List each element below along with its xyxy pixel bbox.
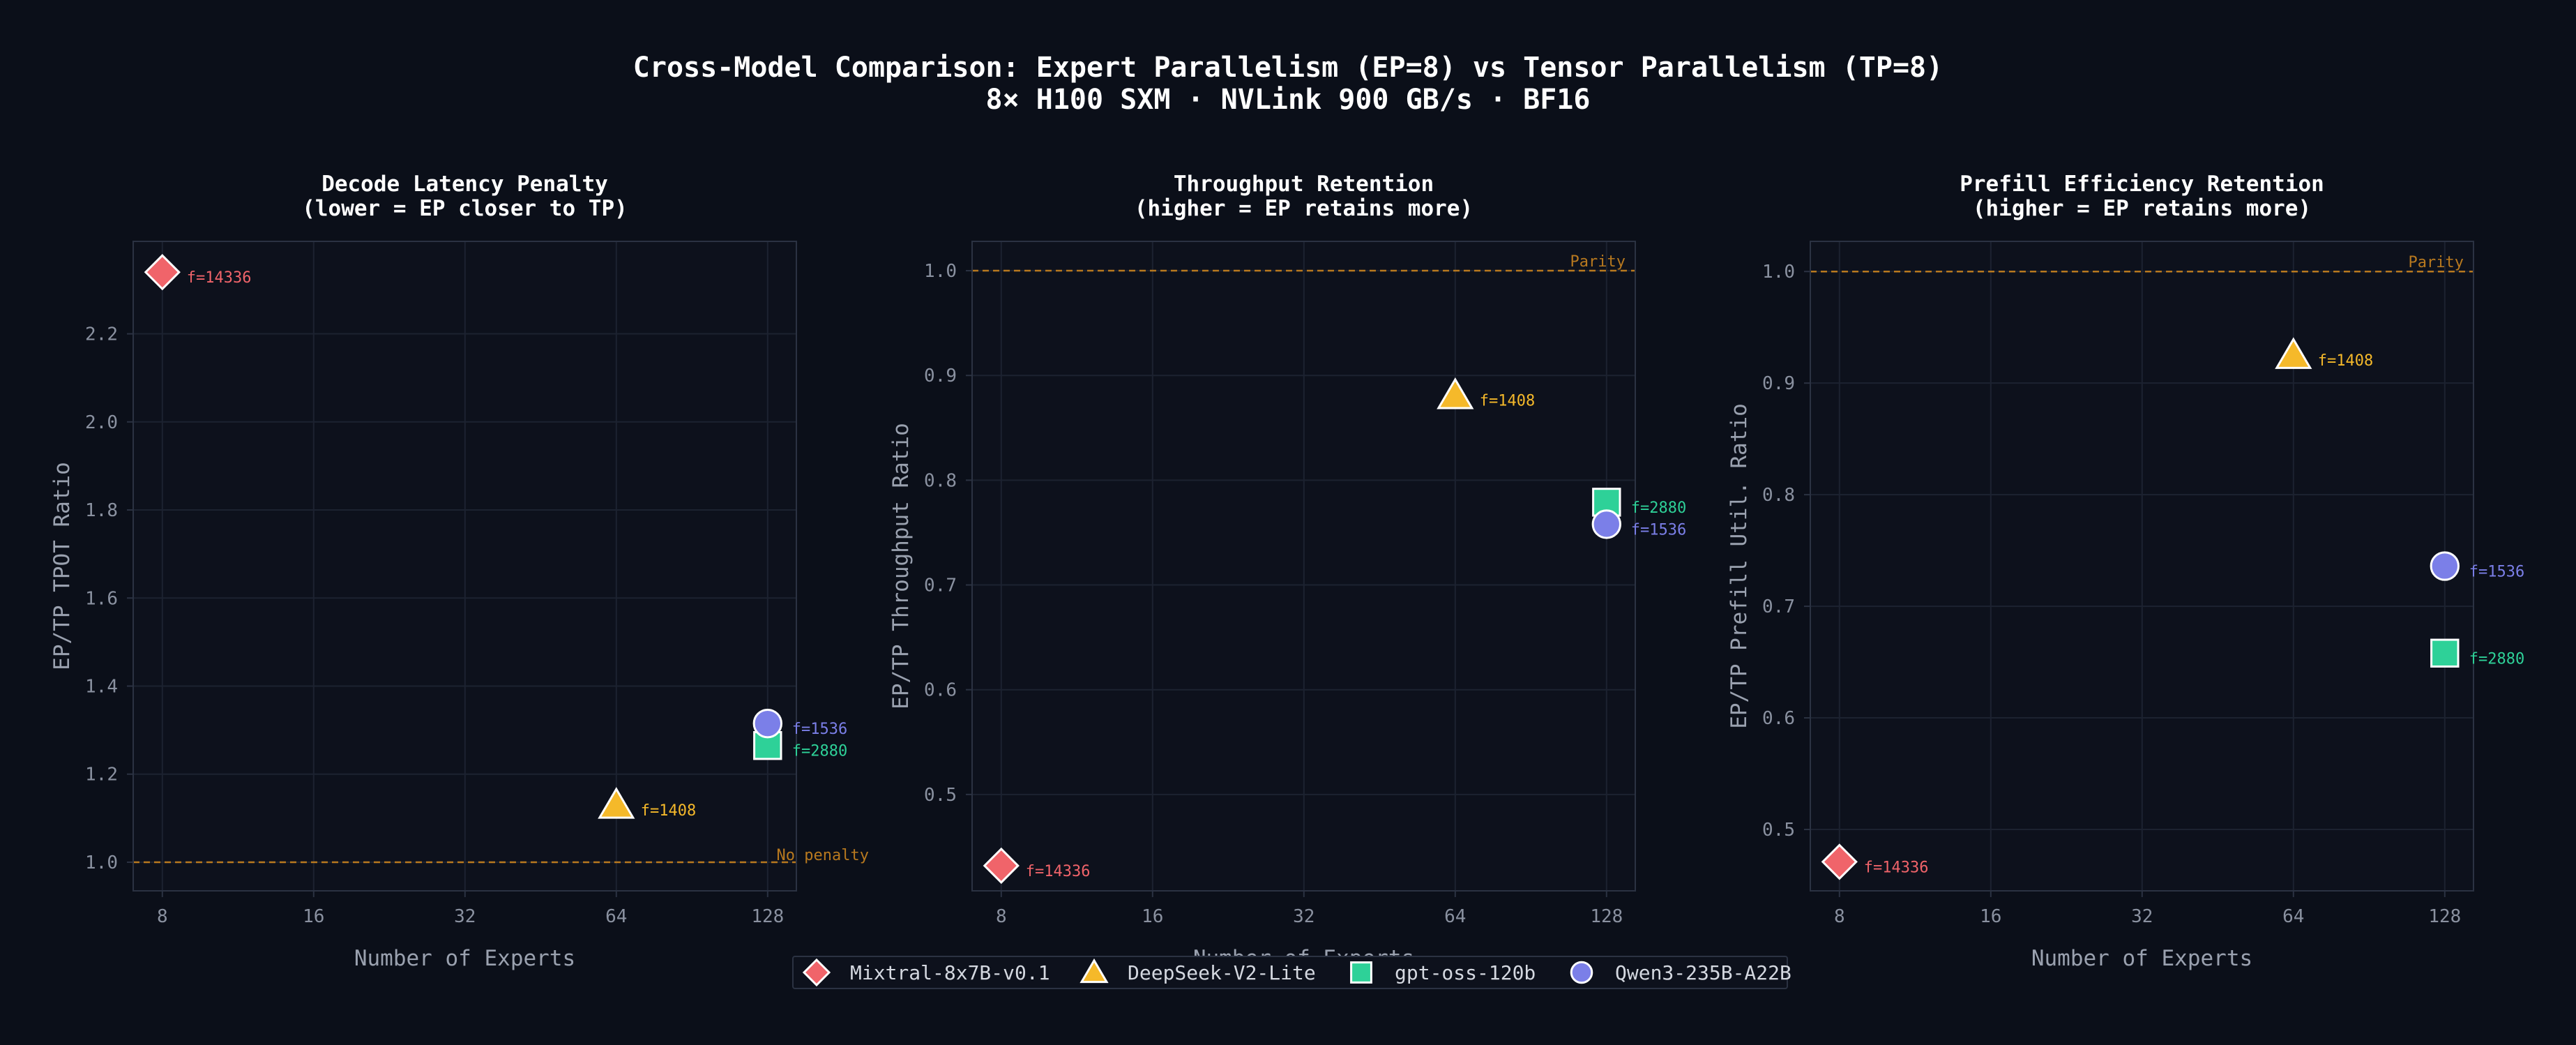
- x-tick-label: 16: [303, 906, 324, 927]
- x-tick-label: 128: [1590, 906, 1623, 927]
- data-point-circle: [1591, 509, 1621, 539]
- legend: Mixtral-8x7B-v0.1 DeepSeek-V2-Lite gpt-oss…: [792, 956, 1791, 989]
- y-tick-label: 1.4: [85, 676, 118, 697]
- y-axis-label: EP/TP Throughput Ratio: [888, 423, 914, 709]
- data-point-label: f=1408: [2318, 352, 2373, 370]
- data-point-triangle: [598, 787, 635, 819]
- x-tick-label: 32: [454, 906, 476, 927]
- legend-box: [792, 956, 1788, 989]
- y-tick-label: 0.7: [1762, 596, 1795, 617]
- y-tick-label: 1.2: [85, 765, 118, 785]
- legend-marker-triangle: [1079, 958, 1109, 984]
- y-tick-label: 2.2: [85, 324, 118, 345]
- x-axis-label: Number of Experts: [354, 946, 575, 971]
- data-point-diamond: [144, 254, 181, 291]
- data-point-label: f=14336: [1026, 863, 1091, 880]
- legend-label: Qwen3-235B-A22B: [1615, 961, 1791, 984]
- data-point-triangle: [2275, 337, 2312, 369]
- reference-label: Parity: [2409, 254, 2464, 271]
- x-tick-label: 128: [751, 906, 784, 927]
- data-point-label: f=1536: [1631, 521, 1686, 539]
- subplot-1: No penalty 8 16 32 64 128 1.0 1.2 1.4 1.6 1.8 2.0 2.…: [50, 172, 869, 971]
- y-tick-label: 1.0: [1762, 262, 1795, 283]
- legend-marker-diamond: [802, 958, 831, 987]
- figure-title: Cross-Model Comparison: Expert Paralleli…: [633, 52, 1943, 84]
- data-point-square: [2430, 638, 2460, 668]
- y-tick-label: 1.0: [924, 261, 957, 282]
- subplot-title: Throughput Retention: [1174, 172, 1434, 197]
- subplot-2: Parity81632641280.50.60.70.80.91.0Number…: [888, 172, 1686, 971]
- x-tick-label: 32: [2131, 906, 2153, 927]
- y-tick-label: 0.6: [924, 680, 957, 701]
- x-tick-label: 64: [605, 906, 627, 927]
- y-tick-label: 0.5: [1762, 820, 1795, 841]
- y-tick-label: 0.7: [924, 576, 957, 596]
- x-tick-label: 128: [2428, 906, 2461, 927]
- y-tick-label: 0.5: [924, 785, 957, 806]
- data-point-circle: [2430, 551, 2460, 581]
- data-point-label: f=1536: [792, 721, 847, 738]
- data-point-diamond: [983, 847, 1020, 885]
- y-tick-label: 0.9: [924, 366, 957, 386]
- subplot-subtitle: (higher = EP retains more): [1973, 196, 2311, 221]
- data-point-label: f=2880: [2469, 650, 2524, 668]
- subplot-subtitle: (higher = EP retains more): [1135, 196, 1473, 221]
- legend-label: Mixtral-8x7B-v0.1: [850, 961, 1050, 984]
- subplot-3: Parity 8 16 32 64 128 0.5 0.6 0.7 0.8 0.9 1.0 Number…: [1727, 172, 2524, 971]
- figure-subtitle: 8× H100 SXM · NVLink 900 GB/s · BF16: [986, 84, 1591, 116]
- data-point-label: f=1408: [1480, 393, 1535, 410]
- y-tick-label: 2.0: [85, 412, 118, 433]
- y-tick-label: 0.9: [1762, 373, 1795, 394]
- y-axis-label: EP/TP Prefill Util. Ratio: [1727, 403, 1752, 729]
- data-point-label: f=14336: [1864, 859, 1929, 876]
- legend-marker-square: [1350, 961, 1372, 984]
- y-tick-label: 1.8: [85, 500, 118, 521]
- x-tick-label: 8: [157, 906, 168, 927]
- subplot-subtitle: (lower = EP closer to TP): [302, 196, 628, 221]
- y-tick-label: 0.8: [924, 470, 957, 491]
- data-point-label: f=1536: [2469, 564, 2524, 581]
- x-tick-label: 16: [1980, 906, 2001, 927]
- reference-label: No penalty: [777, 847, 869, 864]
- y-tick-label: 1.0: [85, 852, 118, 873]
- y-tick-label: 0.6: [1762, 708, 1795, 729]
- y-tick-label: 1.6: [85, 588, 118, 609]
- data-point-circle: [752, 708, 782, 739]
- data-point-label: f=2880: [1631, 499, 1686, 517]
- data-point-label: f=2880: [792, 743, 847, 760]
- x-tick-label: 64: [2282, 906, 2304, 927]
- legend-label: gpt-oss-120b: [1395, 961, 1536, 984]
- x-tick-label: 8: [1834, 906, 1845, 927]
- y-tick-label: 0.8: [1762, 485, 1795, 506]
- x-tick-label: 8: [996, 906, 1007, 927]
- x-tick-label: 32: [1293, 906, 1314, 927]
- y-axis-label: EP/TP TPOT Ratio: [50, 462, 75, 670]
- subplot-title: Decode Latency Penalty: [321, 172, 608, 197]
- data-point-label: f=1408: [641, 802, 696, 820]
- x-axis-label: Number of Experts: [2031, 946, 2252, 971]
- legend-label: DeepSeek-V2-Lite: [1128, 961, 1316, 984]
- x-tick-label: 64: [1444, 906, 1466, 927]
- subplot-title: Prefill Efficiency Retention: [1960, 172, 2324, 197]
- data-point-diamond: [1821, 843, 1858, 880]
- data-point-label: f=14336: [187, 269, 252, 287]
- data-point-triangle: [1437, 377, 1474, 409]
- legend-marker-circle: [1570, 961, 1593, 984]
- x-tick-label: 16: [1142, 906, 1163, 927]
- reference-label: Parity: [1570, 253, 1626, 271]
